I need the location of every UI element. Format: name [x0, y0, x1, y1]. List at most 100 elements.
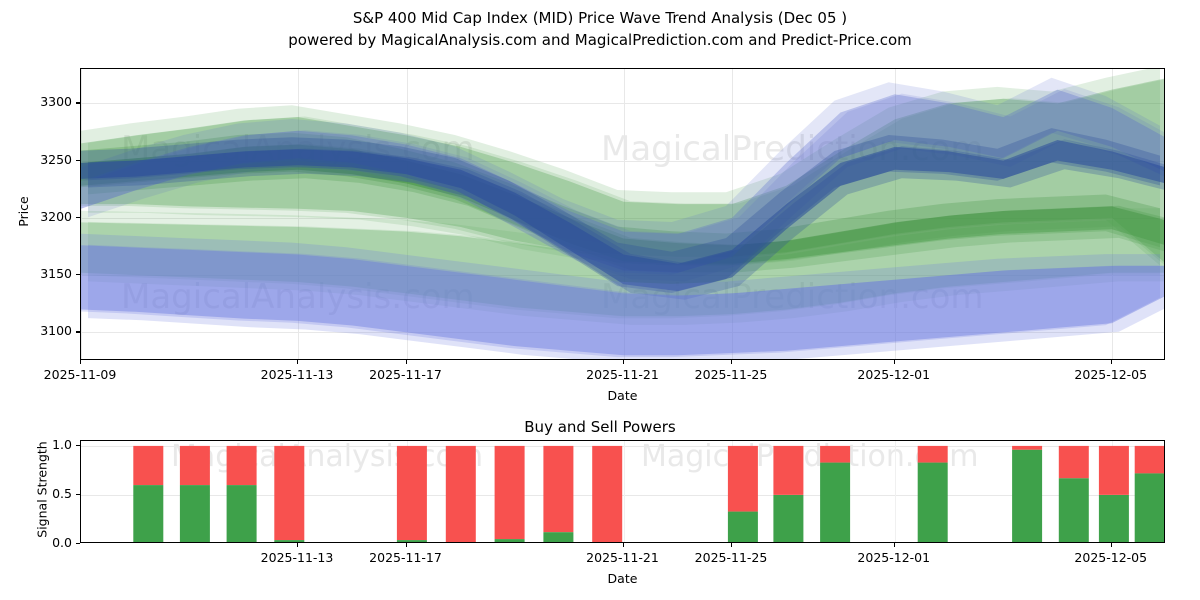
price-band-blue-dark-core	[81, 140, 1164, 292]
y-tick-label: 0.0	[52, 535, 72, 550]
sell-power-bar	[133, 445, 164, 486]
sell-power-bar	[773, 445, 804, 495]
gridline-vertical	[298, 69, 299, 359]
gridline-vertical	[894, 69, 896, 359]
price-band-blue-lower-band	[88, 244, 1164, 359]
buy-power-bar	[1098, 495, 1129, 542]
buy-power-bar	[543, 532, 574, 542]
price-band-blue-dark-core	[88, 139, 1164, 300]
sell-power-bar	[396, 445, 427, 541]
bars-chart-title: Buy and Sell Powers	[524, 418, 676, 436]
gridline-vertical	[1111, 69, 1113, 359]
y-tick-label: 0.5	[52, 485, 72, 501]
gridline-horizontal	[81, 217, 1164, 219]
x-tick-mark	[1110, 360, 1112, 364]
y-tick-mark	[76, 444, 80, 447]
gridline-vertical	[81, 69, 82, 359]
price-band-blue-upper-band	[88, 89, 1164, 282]
x-tick-label: 2025-12-05	[1074, 550, 1148, 565]
price-band-layers	[81, 69, 1164, 359]
x-tick-label: 2025-11-09	[43, 367, 117, 382]
price-x-axis-label: Date	[607, 388, 638, 403]
y-tick-label: 3150	[40, 266, 72, 282]
x-tick-mark	[622, 543, 624, 547]
gridline-vertical	[623, 441, 625, 542]
buy-power-bar	[1058, 478, 1089, 542]
x-tick-mark	[80, 360, 82, 364]
sell-power-bar	[445, 445, 476, 542]
buy-power-bar	[274, 540, 305, 542]
x-tick-label: 2025-11-17	[369, 367, 442, 382]
price-y-axis-label: Price	[15, 196, 31, 227]
title-line-1: S&P 400 Mid Cap Index (MID) Price Wave T…	[352, 9, 848, 27]
x-tick-label: 2025-11-25	[694, 550, 768, 565]
y-tick-label: 3300	[40, 94, 72, 110]
title-line-2: powered by MagicalAnalysis.com and Magic…	[288, 30, 912, 49]
y-tick-mark	[76, 102, 80, 104]
gridline-vertical	[623, 69, 625, 359]
y-tick-label: 3200	[40, 208, 72, 224]
x-tick-mark	[622, 360, 624, 364]
buy-power-bar	[226, 485, 257, 542]
gridline-horizontal	[81, 103, 1164, 105]
sell-power-bar	[727, 445, 758, 512]
buy-power-bar	[494, 539, 525, 542]
y-tick-label: 3250	[40, 151, 72, 167]
sell-power-bar	[543, 445, 574, 533]
sell-power-bar	[226, 445, 257, 486]
x-tick-mark	[405, 543, 407, 547]
price-band-green-outer-band	[81, 78, 1164, 263]
x-tick-label: 2025-11-25	[694, 367, 768, 382]
gridline-horizontal	[81, 494, 1164, 496]
x-tick-mark	[405, 360, 407, 364]
price-band-green-mid-band	[88, 144, 1164, 273]
x-tick-label: 2025-12-01	[857, 367, 931, 382]
y-tick-mark	[76, 159, 80, 161]
bars-y-axis-label: Signal Strength	[34, 440, 50, 538]
y-tick-label: 3100	[40, 323, 72, 339]
sell-power-bar	[917, 445, 948, 463]
buy-sell-bars	[133, 445, 1164, 542]
price-band-blue-upper-band	[81, 89, 1164, 273]
buy-power-bar	[820, 462, 851, 542]
y-tick-mark	[76, 216, 80, 219]
sell-power-bar	[1098, 445, 1129, 495]
y-tick-mark	[76, 331, 80, 333]
y-tick-mark	[76, 493, 80, 496]
bars-x-axis-label: Date	[607, 571, 638, 586]
page-title: S&P 400 Mid Cap Index (MID) Price Wave T…	[0, 8, 1200, 52]
x-tick-label: 2025-12-01	[857, 550, 931, 565]
x-tick-mark	[731, 360, 733, 364]
x-tick-mark	[1110, 543, 1112, 547]
sell-power-bar	[1012, 445, 1043, 450]
buy-power-bar	[773, 495, 804, 542]
sell-power-bar	[274, 445, 305, 541]
price-band-green-outer-band	[81, 69, 1160, 266]
buy-power-bar	[179, 485, 210, 542]
buy-power-bar	[133, 485, 164, 542]
gridline-horizontal	[81, 160, 1164, 162]
buy-power-bar	[396, 540, 427, 542]
price-band-green-mid-band	[81, 144, 1164, 264]
sell-power-bar	[592, 445, 623, 542]
x-tick-label: 2025-11-21	[586, 367, 659, 382]
gridline-vertical	[894, 441, 896, 542]
bars-chart-panel: MagicalAnalysis.com MagicalPrediction.com	[80, 440, 1165, 543]
x-tick-mark	[297, 360, 299, 364]
x-tick-mark	[731, 543, 733, 547]
buy-power-bar	[1134, 473, 1164, 542]
x-tick-label: 2025-11-13	[260, 367, 334, 382]
price-band-blue-lower-band	[81, 233, 1160, 358]
gridline-vertical	[732, 69, 733, 359]
buy-power-bar	[1012, 449, 1043, 542]
y-tick-mark	[76, 543, 80, 545]
price-band-green-outer-band	[88, 79, 1164, 266]
sell-power-bar	[494, 445, 525, 540]
sell-power-bar	[1058, 445, 1089, 479]
x-tick-label: 2025-11-17	[369, 550, 442, 565]
sell-power-bar	[179, 445, 210, 486]
x-tick-label: 2025-12-05	[1074, 367, 1148, 382]
y-tick-mark	[76, 274, 80, 276]
buy-power-bar	[727, 511, 758, 542]
price-chart-panel: MagicalAnalysis.com MagicalPrediction.com…	[80, 68, 1165, 360]
